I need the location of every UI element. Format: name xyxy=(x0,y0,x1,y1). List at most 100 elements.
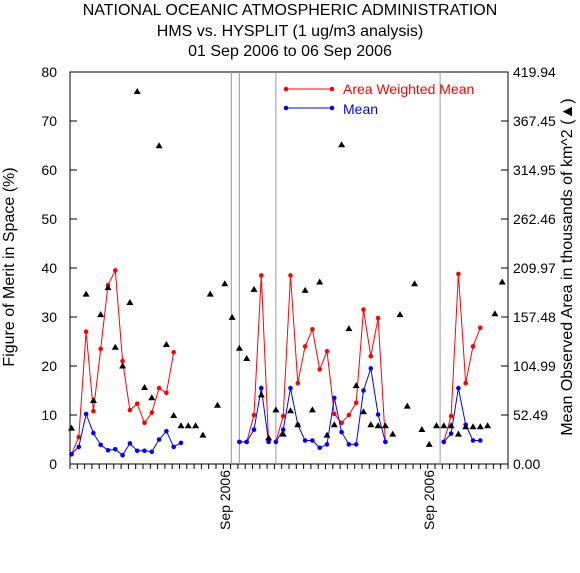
series-awm-point xyxy=(142,420,147,426)
y-axis-label: Figure of Merit in Space (%) xyxy=(1,167,18,366)
series-mean-point xyxy=(83,411,89,417)
area-triangle-marker xyxy=(104,284,112,291)
series-awm-point xyxy=(375,315,381,321)
area-triangle-marker xyxy=(381,422,389,429)
area-triangle-marker xyxy=(301,286,309,293)
legend-mean-marker xyxy=(283,105,289,111)
area-triangle-marker xyxy=(82,290,90,297)
area-triangle-marker xyxy=(170,412,178,418)
series-mean-point xyxy=(288,385,293,391)
series-awm-point xyxy=(302,344,308,349)
area-triangle-marker xyxy=(330,421,338,428)
area-triangle-marker xyxy=(119,362,127,369)
legend-awm-label: Area Weighted Mean xyxy=(343,81,474,97)
y-tick-label: 80 xyxy=(41,64,57,80)
y2-tick-label: 419.94 xyxy=(513,64,556,80)
area-markers xyxy=(68,88,506,447)
legend-mean-label: Mean xyxy=(343,101,378,117)
series-awm-point xyxy=(113,268,118,273)
series-awm-point xyxy=(317,367,323,372)
series-mean-point xyxy=(113,447,118,452)
area-triangle-marker xyxy=(469,423,477,430)
area-triangle-marker xyxy=(308,406,316,413)
area-triangle-marker xyxy=(316,278,324,285)
area-triangle-marker xyxy=(433,422,440,429)
area-triangle-marker xyxy=(476,423,484,430)
legend-mean-marker xyxy=(329,105,335,111)
series-awm-point xyxy=(470,344,476,349)
y-tick-label: 20 xyxy=(41,358,57,374)
series-mean-point xyxy=(259,385,264,391)
area-triangle-marker xyxy=(272,406,280,413)
area-triangle-marker xyxy=(498,278,506,285)
series-mean-point xyxy=(178,440,184,446)
area-triangle-marker xyxy=(199,431,207,438)
series-awm-point xyxy=(134,401,140,407)
y-tick-label: 0 xyxy=(49,456,57,472)
area-triangle-marker xyxy=(155,142,163,149)
series-awm-point xyxy=(339,420,344,426)
y2-tick-label: 262.46 xyxy=(513,211,556,227)
series-awm-point xyxy=(478,325,483,331)
series-mean-point xyxy=(383,439,388,445)
area-triangle-marker xyxy=(287,407,294,414)
series-mean-point xyxy=(339,429,344,435)
series-mean-point xyxy=(149,449,155,455)
area-triangle-marker xyxy=(418,426,426,432)
area-triangle-marker xyxy=(111,343,119,350)
series-mean-point xyxy=(324,442,330,447)
series-mean-point xyxy=(164,428,169,434)
series-awm-point xyxy=(456,271,461,277)
series-mean-line xyxy=(71,412,182,456)
series-awm-point xyxy=(324,349,330,354)
series-mean-point xyxy=(120,452,125,458)
area-triangle-marker xyxy=(484,422,492,429)
series-mean-point xyxy=(441,439,447,445)
area-triangle-marker xyxy=(338,141,346,148)
series-mean-point xyxy=(317,445,323,451)
series-mean-point xyxy=(91,430,96,436)
series-awm-point xyxy=(332,411,337,417)
series-mean-point xyxy=(346,442,352,447)
series-awm-point xyxy=(164,390,169,396)
area-triangle-marker xyxy=(214,401,221,408)
series-awm-point xyxy=(251,412,257,418)
separator-lines xyxy=(230,72,441,464)
series-awm-point xyxy=(368,353,374,359)
series-awm-point xyxy=(156,385,162,391)
series-mean-point xyxy=(280,427,286,433)
area-triangle-marker xyxy=(374,422,382,429)
series-awm-point xyxy=(295,380,301,386)
series-mean-point xyxy=(105,448,111,453)
series-mean-point xyxy=(478,438,483,443)
area-triangle-marker xyxy=(454,430,462,437)
area-triangle-marker xyxy=(228,313,236,320)
area-triangle-marker xyxy=(206,290,214,297)
series-mean-point xyxy=(310,438,315,443)
series-mean-point xyxy=(353,442,359,447)
legend: Area Weighted Mean Mean xyxy=(283,81,474,117)
y-tick-label: 70 xyxy=(41,113,57,129)
series-awm-point xyxy=(346,412,352,418)
area-triangle-marker xyxy=(425,440,433,447)
y-tick-label: 30 xyxy=(41,309,57,325)
series-awm-point xyxy=(171,350,176,355)
area-triangle-marker xyxy=(403,402,411,409)
area-triangle-marker xyxy=(89,397,97,403)
series-mean-point xyxy=(237,439,242,445)
area-triangle-marker xyxy=(279,430,287,437)
series-mean-point xyxy=(375,412,381,417)
series-awm-point xyxy=(448,413,454,419)
area-triangle-marker xyxy=(235,344,243,351)
series-mean-line xyxy=(275,368,386,449)
series-mean-point xyxy=(142,448,147,454)
series-mean-point xyxy=(273,439,279,445)
series-mean-point xyxy=(332,395,337,401)
area-triangle-marker xyxy=(396,311,404,318)
series-mean-point xyxy=(361,388,366,393)
series-mean-point xyxy=(368,366,374,371)
area-triangle-marker xyxy=(97,311,105,318)
series-awm-point xyxy=(91,408,96,414)
series-mean-point xyxy=(127,441,133,446)
axes-group: 0 10 20 30 40 50 60 70 80 0.00 52.49 104.99 157.48 20… xyxy=(41,64,556,530)
